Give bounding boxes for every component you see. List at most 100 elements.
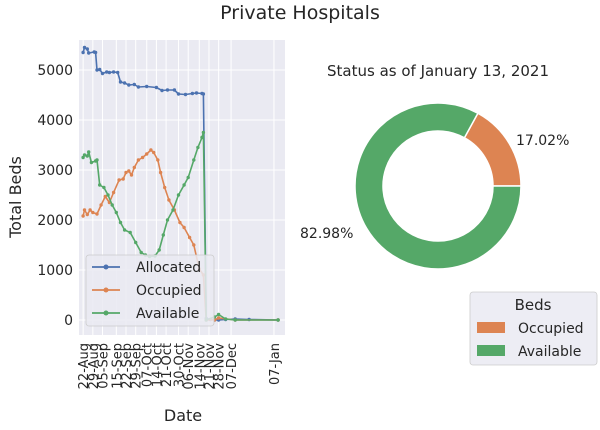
- x-tick-label: 21-Oct: [160, 343, 175, 387]
- y-tick-label: 1000: [37, 263, 73, 279]
- y-tick-label: 3000: [37, 163, 73, 179]
- point-allocated: [87, 51, 91, 55]
- point-occupied: [111, 190, 116, 195]
- point-allocated: [190, 91, 195, 96]
- point-allocated: [201, 92, 206, 96]
- point-occupied: [178, 220, 182, 225]
- point-allocated: [122, 81, 127, 85]
- point-available: [102, 185, 106, 190]
- point-available: [176, 193, 181, 197]
- line-legend: Allocated Occupied Available: [85, 254, 215, 327]
- point-available: [87, 150, 91, 154]
- point-occupied: [117, 178, 121, 182]
- point-allocated: [118, 80, 123, 84]
- point-available: [165, 218, 170, 222]
- point-occupied: [182, 225, 186, 230]
- point-available: [114, 210, 119, 215]
- point-available: [106, 193, 110, 197]
- point-allocated: [132, 82, 136, 87]
- y-tick-label: 0: [64, 313, 73, 329]
- point-occupied: [163, 185, 167, 190]
- figure-title: Private Hospitals: [220, 2, 380, 24]
- donut-slices: [354, 102, 522, 270]
- slice-label-available: 82.98%: [300, 226, 353, 242]
- point-allocated: [100, 71, 105, 76]
- x-tick-label: 05-Sep: [97, 343, 112, 389]
- point-occupied: [152, 150, 156, 155]
- legend-label-allocated: Allocated: [136, 260, 201, 276]
- point-available: [134, 240, 138, 245]
- point-available: [95, 158, 99, 162]
- y-tick-label: 5000: [37, 63, 73, 79]
- point-available: [82, 153, 87, 157]
- legend-swatch-available: [477, 345, 505, 356]
- point-occupied: [127, 169, 131, 173]
- x-tick-label: 29-Aug: [87, 343, 102, 389]
- point-available: [98, 183, 102, 187]
- point-allocated: [105, 70, 109, 74]
- point-occupied: [156, 158, 160, 162]
- line-chart: 0 1000 2000 3000 4000 5000 22-Aug29-Aug05-Sep…: [6, 40, 285, 425]
- slice-label-occupied: 17.02%: [516, 133, 569, 149]
- point-available: [216, 312, 221, 317]
- point-available: [186, 175, 190, 180]
- point-occupied: [129, 173, 134, 177]
- point-allocated: [172, 88, 177, 92]
- slice-occupied: [463, 112, 522, 187]
- y-tick-label: 4000: [37, 113, 73, 129]
- point-occupied: [82, 208, 87, 212]
- x-tick-label: 30-Oct: [173, 343, 188, 387]
- point-available: [171, 208, 175, 212]
- legend-label-available: Available: [136, 306, 199, 322]
- donut-chart: Status as of January 13, 2021 17.02% 82.…: [300, 62, 598, 366]
- point-allocated: [107, 70, 112, 75]
- point-allocated: [183, 92, 188, 97]
- point-occupied: [91, 210, 95, 215]
- point-available: [276, 318, 280, 322]
- point-allocated: [160, 88, 164, 93]
- point-available: [192, 158, 196, 162]
- point-occupied: [192, 243, 196, 247]
- point-allocated: [136, 85, 141, 89]
- point-available: [122, 228, 127, 232]
- point-allocated: [116, 70, 120, 75]
- x-tick-label: 29-Sep: [130, 343, 145, 389]
- point-available: [161, 233, 165, 237]
- point-occupied: [103, 194, 108, 199]
- point-allocated: [111, 70, 116, 74]
- point-occupied: [121, 177, 125, 181]
- point-occupied: [187, 235, 192, 240]
- x-tick-label: 14-Nov: [193, 343, 208, 390]
- x-tick-label: 28-Nov: [213, 343, 228, 390]
- point-occupied: [85, 212, 90, 217]
- point-available: [196, 145, 200, 150]
- x-tick-label: 06-Nov: [182, 343, 197, 390]
- legend-label-occupied: Occupied: [518, 321, 584, 337]
- point-occupied: [158, 170, 163, 175]
- legend-label-occupied: Occupied: [136, 283, 202, 299]
- x-tick-label: 07-Dec: [225, 343, 240, 389]
- x-tick-labels: 22-Aug29-Aug05-Sep15-Sep22-Sep29-Sep07-O…: [77, 343, 283, 390]
- point-occupied: [140, 155, 145, 160]
- point-available: [157, 248, 161, 252]
- y-tick-label: 2000: [37, 213, 73, 229]
- point-occupied: [124, 170, 128, 175]
- point-allocated: [98, 67, 102, 72]
- donut-legend: Beds Occupied Available: [469, 291, 598, 366]
- point-allocated: [127, 83, 131, 87]
- point-available: [233, 318, 237, 322]
- point-occupied: [95, 212, 99, 216]
- point-occupied: [132, 165, 136, 170]
- point-available: [81, 155, 85, 160]
- point-available: [110, 203, 114, 207]
- point-occupied: [81, 214, 85, 218]
- point-occupied: [167, 198, 171, 202]
- legend-marker-allocated: [103, 264, 109, 270]
- point-occupied: [216, 316, 221, 320]
- point-allocated: [194, 91, 199, 95]
- point-available: [223, 317, 228, 321]
- point-allocated: [85, 47, 90, 51]
- point-allocated: [176, 92, 181, 96]
- point-occupied: [88, 208, 92, 212]
